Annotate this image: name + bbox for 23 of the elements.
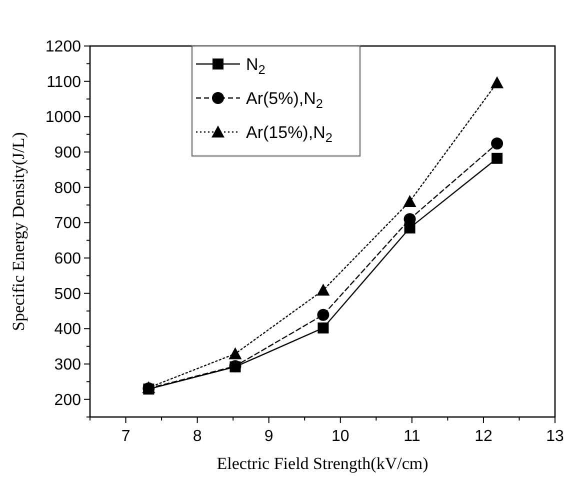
legend-label: N$_{2}$ xyxy=(246,55,266,77)
y-tick-label: 600 xyxy=(54,250,82,268)
y-tick-label: 300 xyxy=(54,356,82,374)
y-tick-label: 400 xyxy=(54,321,82,338)
x-tick-label: 12 xyxy=(474,428,492,445)
x-tick-label: 7 xyxy=(121,428,130,445)
x-tick-label: 9 xyxy=(264,428,274,445)
y-tick-label: 500 xyxy=(54,286,82,303)
y-tick-label: 800 xyxy=(54,180,82,197)
y-tick-label: 1000 xyxy=(45,109,82,126)
x-tick-label: 11 xyxy=(404,428,420,445)
y-tick-label: 1200 xyxy=(45,38,82,56)
y-tick-label: 700 xyxy=(54,215,82,232)
y-tick-label: 200 xyxy=(54,392,82,409)
x-tick-label: 10 xyxy=(331,428,350,445)
y-axis-title: Specific Energy Density(J/L) xyxy=(9,132,28,331)
x-tick-label: 13 xyxy=(546,428,564,445)
legend-label: Ar(15%),N$_{2}$ xyxy=(246,123,332,145)
x-tick-label: 8 xyxy=(192,428,202,445)
y-tick-label: 1100 xyxy=(46,74,82,91)
y-tick-label: 900 xyxy=(54,144,82,162)
legend-label: Ar(5%),N$_{2}$ xyxy=(246,89,323,111)
x-axis-title: Electric Field Strength(kV/cm) xyxy=(216,454,428,473)
